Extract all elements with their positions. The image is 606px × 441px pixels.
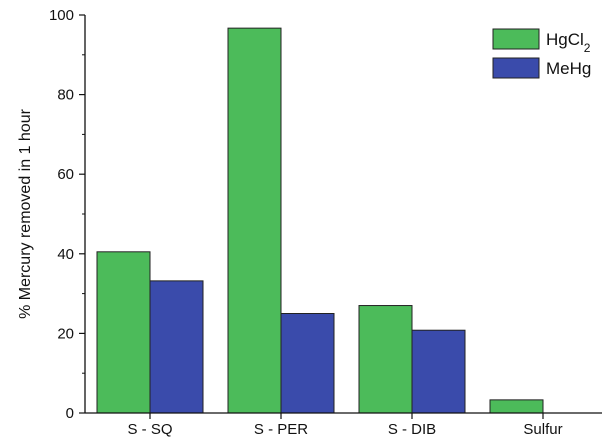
y-ticks-layer: 0 20 40 60 80 100: [49, 7, 85, 422]
y-tick-label: 20: [57, 325, 74, 342]
legend: HgCl2 MeHg: [492, 28, 591, 79]
bar-hgcl-2: [358, 305, 413, 414]
bars-layer: [96, 27, 544, 414]
bar-hgcl-0: [96, 251, 151, 414]
x-tick-label: S - SQ: [127, 421, 172, 438]
y-tick-label: 0: [66, 405, 74, 422]
bar-mehg-2: [411, 329, 466, 414]
x-tick-label: S - PER: [254, 421, 308, 438]
x-ticks-layer: S - SQ S - PER S - DIB Sulfur: [127, 413, 563, 438]
y-axis-label: % Mercury removed in 1 hour: [17, 108, 34, 319]
y-tick-label: 100: [49, 7, 74, 24]
y-tick-label: 60: [57, 166, 74, 183]
bar-hgcl-3: [489, 399, 544, 414]
x-tick-label: S - DIB: [388, 421, 436, 438]
legend-label-mehg: MeHg: [546, 59, 591, 78]
bar-mehg-0: [149, 280, 204, 414]
y-tick-label: 40: [57, 246, 74, 263]
bar-mehg-1: [280, 313, 335, 414]
legend-swatch-hgcl: [492, 28, 540, 50]
bar-hgcl-1: [227, 27, 282, 414]
x-tick-label: Sulfur: [523, 421, 562, 438]
y-tick-label: 80: [57, 87, 74, 104]
legend-swatch-mehg: [492, 57, 540, 79]
legend-label-hgcl: HgCl2: [546, 30, 591, 55]
